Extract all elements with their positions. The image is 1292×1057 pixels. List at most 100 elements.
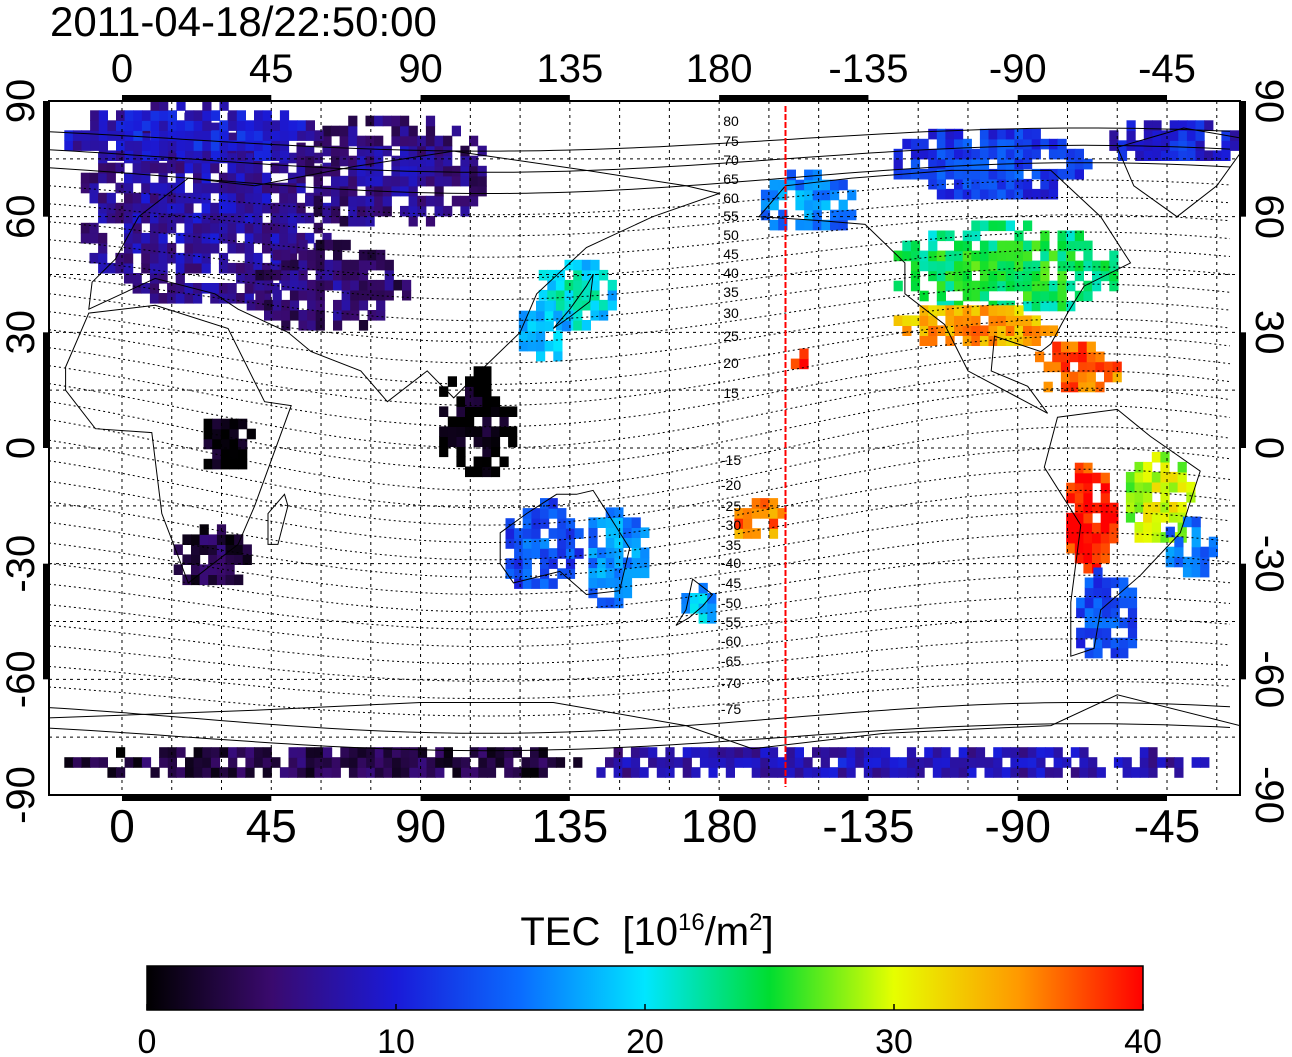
colorbar-tick-label: 30 <box>875 1023 913 1057</box>
tec-region-central-africa <box>203 418 256 470</box>
lon-tick-bottom: -45 <box>1134 800 1200 852</box>
frame-bar <box>719 795 869 801</box>
coastline-new-zealand <box>675 578 714 626</box>
maglat-label: 25 <box>723 328 739 344</box>
lat-tick-right: -30 <box>1247 535 1291 593</box>
maglat-label: -40 <box>721 555 741 571</box>
maglat-contour <box>49 127 1231 152</box>
tec-region-arctic-europe <box>64 101 324 161</box>
maglat-label: -55 <box>721 614 741 630</box>
coastline-south-america <box>1043 408 1201 657</box>
top-longitude-axis: 0 45 90 135 180 -135 -90 -45 <box>111 47 1196 91</box>
frame-bar <box>121 795 272 801</box>
lon-tick-bottom: 135 <box>531 800 608 852</box>
tec-region-australia-east <box>588 507 650 609</box>
frame-bar <box>43 332 49 448</box>
maglat-label: 65 <box>723 171 739 187</box>
lon-tick-top: 90 <box>398 47 443 91</box>
colorbar <box>146 965 1144 1011</box>
lat-tick-left: 0 <box>0 437 43 459</box>
maglat-label: 80 <box>723 113 739 129</box>
lon-tick-bottom: 90 <box>395 800 446 852</box>
tec-region-south-america-east <box>1125 451 1196 543</box>
maglat-label: 20 <box>723 355 739 371</box>
plot-area <box>49 101 1240 795</box>
lon-tick-bottom: 180 <box>681 800 758 852</box>
tec-region-antarctica-west <box>64 747 583 778</box>
coastline-antarctica <box>49 694 1240 795</box>
frame-bar <box>420 795 570 801</box>
tec-region-east-asia <box>518 300 572 362</box>
maglat-label: 60 <box>723 190 739 206</box>
tec-region-canada-north <box>893 128 1093 200</box>
lat-tick-right: -90 <box>1247 766 1291 824</box>
tec-region-south-america-west <box>1066 462 1119 574</box>
maglat-contour <box>49 370 1231 449</box>
maglat-contour <box>49 352 1231 428</box>
lat-tick-left: -90 <box>0 766 43 824</box>
tec-region-antarctica-east <box>596 747 1210 778</box>
colorbar-title: TEC [1016/m2] <box>520 909 773 954</box>
maglat-label: -70 <box>721 675 741 691</box>
maglat-label: -65 <box>721 653 741 669</box>
maglat-contour <box>49 335 1231 407</box>
maglat-contour <box>49 426 1231 509</box>
maglat-label: -35 <box>721 537 741 553</box>
maglat-contour <box>49 179 1231 216</box>
tec-region-us-south <box>893 305 1059 346</box>
tec-region-new-zealand <box>681 582 717 624</box>
maglat-label: 45 <box>723 246 739 262</box>
lat-tick-right: -60 <box>1247 650 1291 708</box>
frame-bar <box>1017 95 1168 101</box>
lat-tick-left: 30 <box>0 310 43 355</box>
left-latitude-axis: 90 60 30 0 -30 -60 -90 <box>0 79 43 824</box>
maglat-label: 55 <box>723 208 739 224</box>
right-latitude-axis: 90 60 30 0 -30 -60 -90 <box>1247 79 1291 824</box>
colorbar-tick-label: 40 <box>1124 1023 1162 1057</box>
maglat-contour <box>49 468 1231 544</box>
frame-bar <box>121 95 272 101</box>
maglat-label: 30 <box>723 305 739 321</box>
maglat-contour <box>49 532 1231 596</box>
bottom-longitude-axis: 0 45 90 135 180 -135 -90 -45 <box>109 800 1200 852</box>
tec-data-layer <box>64 101 1240 778</box>
tec-region-indonesia <box>439 366 518 478</box>
lon-tick-top: 180 <box>686 47 753 91</box>
maglat-contour <box>49 447 1231 526</box>
lat-tick-left: -30 <box>0 535 43 593</box>
frame-bar <box>719 95 869 101</box>
tec-region-hawaii <box>790 348 809 370</box>
lat-tick-right: 0 <box>1247 437 1291 459</box>
maglat-label: -45 <box>721 575 741 591</box>
lon-tick-bottom: -90 <box>984 800 1050 852</box>
coastline-africa <box>65 304 292 584</box>
maglat-contour <box>49 144 1231 173</box>
maglat-label: -30 <box>721 517 741 533</box>
magnetic-latitude-contours <box>49 127 1231 752</box>
maglat-contour <box>49 489 1231 561</box>
maglat-contour <box>49 723 1231 752</box>
lat-tick-right: 30 <box>1247 310 1291 355</box>
tec-region-south-africa <box>173 524 252 586</box>
maglat-label: -75 <box>721 701 741 717</box>
maglat-contour <box>49 283 1231 343</box>
coastline-australia <box>499 489 631 596</box>
lon-tick-bottom: 45 <box>246 800 297 852</box>
maglat-label: 40 <box>723 265 739 281</box>
lon-tick-bottom: 0 <box>109 800 135 852</box>
lon-tick-top: -45 <box>1138 47 1196 91</box>
maglat-label: 35 <box>723 284 739 300</box>
map-title: 2011-04-18/22:50:00 <box>50 0 437 45</box>
maglat-label: 15 <box>723 385 739 401</box>
maglat-label: -50 <box>721 595 741 611</box>
tec-region-south-america-south <box>1076 567 1138 659</box>
maglat-label: 50 <box>723 227 739 243</box>
maglat-contour <box>49 617 1231 665</box>
maglat-label: -15 <box>721 452 741 468</box>
maglat-contour <box>49 680 1231 717</box>
maglat-contour <box>49 300 1231 364</box>
tec-region-greenland <box>1109 120 1240 161</box>
lon-tick-top: 135 <box>536 47 603 91</box>
lat-tick-left: 60 <box>0 194 43 239</box>
